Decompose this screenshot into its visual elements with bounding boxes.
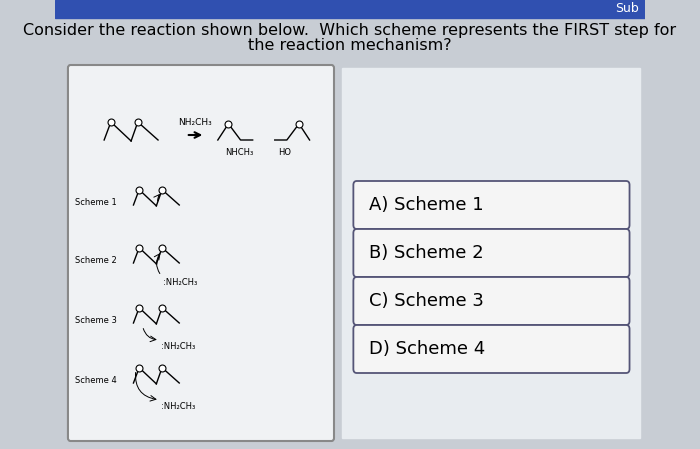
Text: NHCH₃: NHCH₃ bbox=[225, 148, 253, 157]
Bar bbox=[342, 68, 640, 438]
Bar bbox=[55, 0, 645, 18]
Text: D) Scheme 4: D) Scheme 4 bbox=[368, 340, 485, 358]
Text: the reaction mechanism?: the reaction mechanism? bbox=[248, 39, 452, 53]
Text: :NH₂CH₃: :NH₂CH₃ bbox=[160, 402, 195, 411]
Text: :NH₂CH₃: :NH₂CH₃ bbox=[160, 342, 195, 351]
Text: Scheme 2: Scheme 2 bbox=[75, 256, 116, 265]
Text: NH₂CH₃: NH₂CH₃ bbox=[178, 118, 212, 127]
Text: A) Scheme 1: A) Scheme 1 bbox=[368, 196, 483, 214]
Text: :NH₂CH₃: :NH₂CH₃ bbox=[163, 278, 197, 287]
Text: Scheme 3: Scheme 3 bbox=[75, 316, 117, 325]
FancyBboxPatch shape bbox=[354, 325, 629, 373]
Text: B) Scheme 2: B) Scheme 2 bbox=[368, 244, 483, 262]
Text: HO: HO bbox=[278, 148, 290, 157]
FancyBboxPatch shape bbox=[354, 277, 629, 325]
Text: Sub: Sub bbox=[615, 3, 639, 16]
FancyBboxPatch shape bbox=[68, 65, 334, 441]
Text: Scheme 4: Scheme 4 bbox=[75, 376, 116, 385]
Text: Scheme 1: Scheme 1 bbox=[75, 198, 116, 207]
FancyBboxPatch shape bbox=[354, 229, 629, 277]
Text: Consider the reaction shown below.  Which scheme represents the FIRST step for: Consider the reaction shown below. Which… bbox=[23, 22, 677, 38]
FancyBboxPatch shape bbox=[354, 181, 629, 229]
Text: C) Scheme 3: C) Scheme 3 bbox=[368, 292, 484, 310]
